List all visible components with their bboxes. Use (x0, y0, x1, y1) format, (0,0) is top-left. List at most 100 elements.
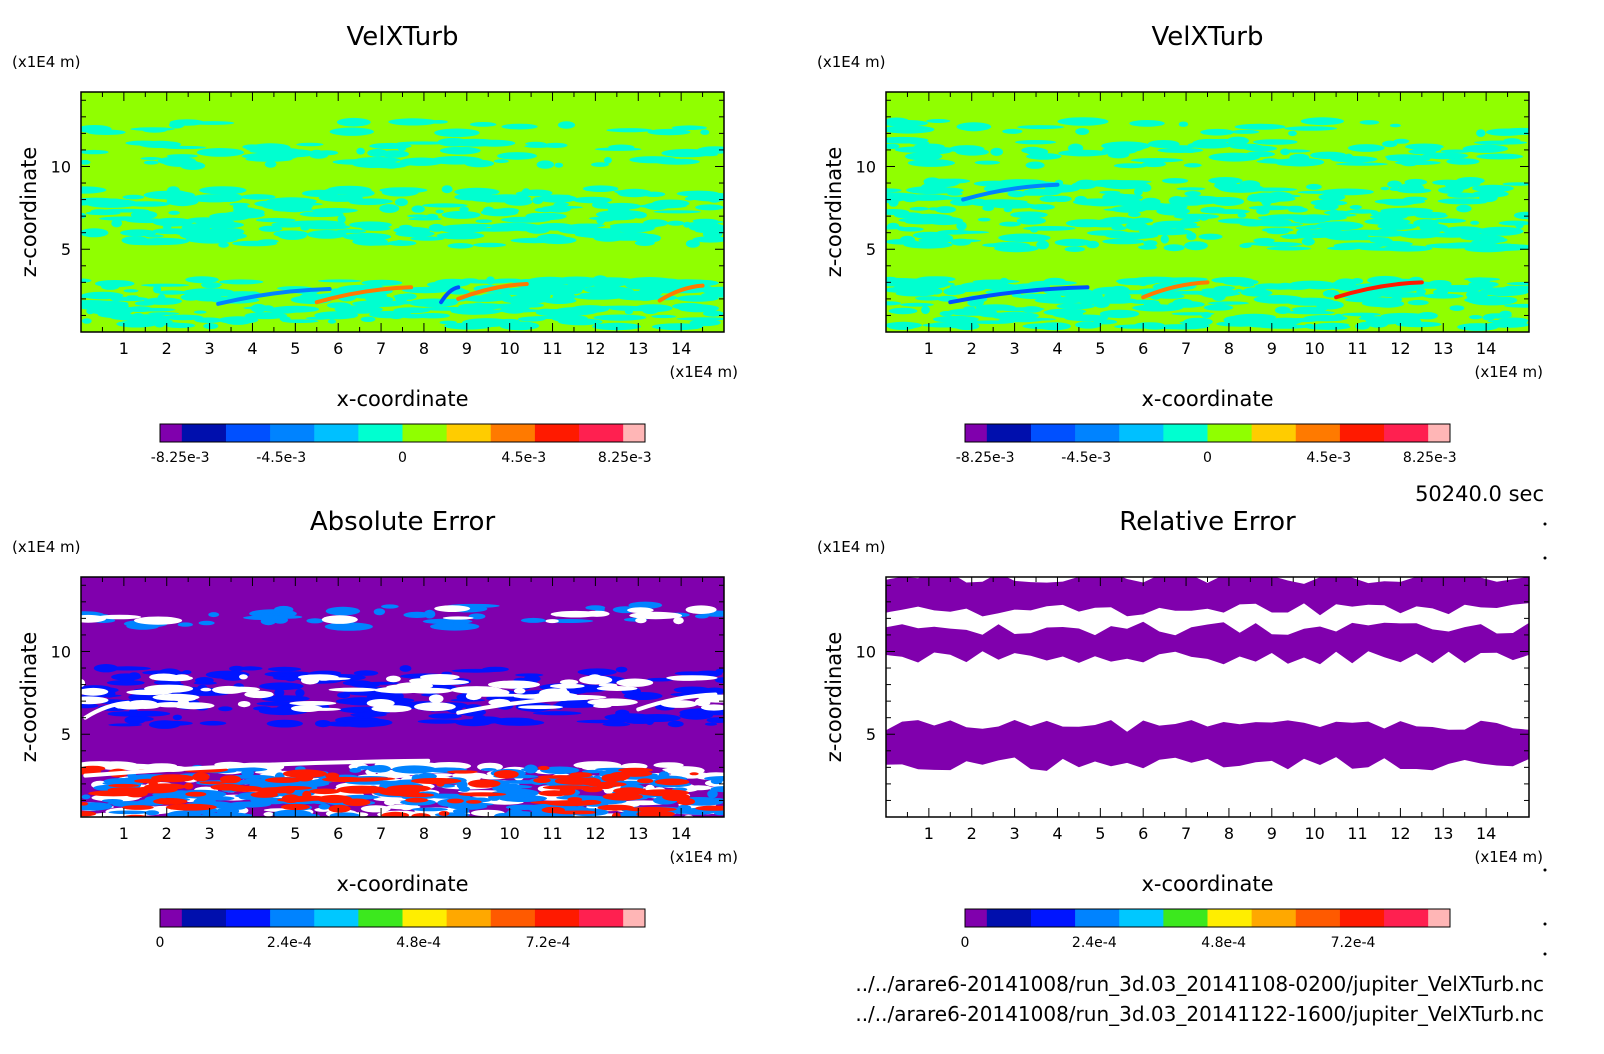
colorbar-swatch (1295, 424, 1341, 442)
band-2-blob (281, 319, 319, 324)
band-3-blob (1318, 193, 1346, 202)
band-2-blob (476, 304, 487, 313)
band-2-blob (524, 764, 538, 774)
band-2-blob (203, 323, 219, 330)
band-3-blob (593, 204, 622, 209)
x-tick-label: 10 (1304, 339, 1324, 358)
band-3-blob (121, 805, 154, 810)
band-3-blob (1329, 213, 1357, 217)
band-3-blob (1464, 193, 1481, 198)
band-4-blob (399, 665, 412, 672)
band-3-blob (108, 783, 139, 788)
band-3-blob (1141, 228, 1193, 236)
band-1-blob (141, 283, 190, 287)
band-2-blob (244, 778, 264, 782)
band-1-blob (1064, 290, 1100, 294)
band-2-blob (710, 786, 724, 793)
margin-dot-marker (1543, 556, 1547, 560)
band-5-blob (328, 687, 378, 692)
band-4-blob (163, 159, 199, 167)
band-3-blob (153, 798, 188, 805)
plot-area (886, 92, 1529, 332)
colorbar-swatch (1384, 424, 1429, 442)
band-2-blob (329, 812, 360, 817)
band-5-blob (142, 127, 167, 133)
band-3-blob (994, 244, 1039, 253)
band-3-blob (195, 231, 247, 241)
band-4-blob (673, 686, 711, 694)
band-3-blob (317, 794, 353, 804)
band-4-blob (218, 706, 233, 712)
band-1-blob (1507, 285, 1529, 290)
band-3-blob (1445, 180, 1468, 190)
band-3-blob (501, 216, 551, 223)
band-3-blob (122, 194, 145, 200)
band-5-blob (144, 684, 194, 693)
band-2-blob (226, 767, 268, 772)
band-4-blob (1058, 149, 1109, 157)
band-4-blob (1130, 158, 1184, 163)
band-4-blob (608, 144, 635, 150)
band-3-blob (1200, 208, 1222, 214)
colorbar-swatch (270, 424, 315, 442)
band-2-blob (1056, 303, 1095, 310)
band-3-blob (1266, 246, 1312, 251)
band-2-blob (886, 301, 902, 306)
band-2-blob (349, 767, 362, 773)
band-4-blob (352, 161, 397, 169)
band-1-blob (123, 289, 139, 293)
band-4-blob (1421, 152, 1469, 160)
band-2-blob (352, 300, 405, 307)
colorbar-swatch (1295, 909, 1341, 927)
colorbar-swatch (1251, 909, 1297, 927)
x-tick-label: 1 (119, 824, 129, 843)
band-1-blob (954, 284, 969, 289)
band-3-blob (1131, 217, 1154, 224)
band-3-blob (447, 243, 474, 249)
band-3-blob (643, 219, 669, 227)
band-2-blob (1375, 300, 1394, 308)
band-3-blob (1054, 238, 1093, 247)
band-1-blob (915, 296, 943, 301)
band-5-blob (700, 129, 710, 135)
colorbar-swatch (986, 909, 1032, 927)
band-2-blob (505, 804, 544, 810)
band-2-blob (108, 810, 149, 815)
band-3-blob (1111, 225, 1127, 231)
band-3-blob (1264, 214, 1312, 220)
band-2-blob (932, 322, 963, 326)
band-4-blob (1382, 140, 1398, 148)
band-4-blob (397, 141, 449, 145)
colorbar-frame (159, 908, 646, 928)
colorbar-tick-label: -4.5e-3 (256, 450, 306, 466)
band-5-blob (237, 701, 251, 708)
colorbar-tick-label: -8.25e-3 (956, 450, 1015, 466)
band-3-blob (274, 786, 312, 790)
x-tick-label: 8 (1224, 824, 1234, 843)
band-5-blob (1234, 123, 1286, 130)
band-2-blob (81, 300, 129, 307)
band-3-blob (909, 206, 930, 211)
band-3-blob (1010, 211, 1048, 219)
x-tick-label: 11 (1347, 339, 1367, 358)
band-6-blob (403, 611, 431, 619)
x-axis-label: x-coordinate (1141, 872, 1273, 896)
band-7-blob (442, 616, 474, 620)
band-2-blob (593, 314, 647, 321)
band-1-blob (317, 279, 362, 283)
band-4-blob (397, 146, 407, 151)
band-3-blob (928, 207, 939, 211)
colorbar-swatch (986, 424, 1032, 442)
colorbar-swatch (965, 909, 988, 927)
feature-streak-5 (439, 285, 461, 305)
band-3-blob (411, 813, 431, 817)
band-3-blob (553, 202, 569, 207)
band-2-blob (542, 297, 577, 304)
band-3-blob (1442, 233, 1488, 237)
band-3-blob (998, 201, 1031, 209)
band-3-blob (272, 208, 314, 212)
band-3-blob (619, 191, 631, 197)
band-4-blob (494, 717, 534, 723)
band-2-blob (244, 312, 288, 320)
band-3-blob (357, 777, 396, 781)
